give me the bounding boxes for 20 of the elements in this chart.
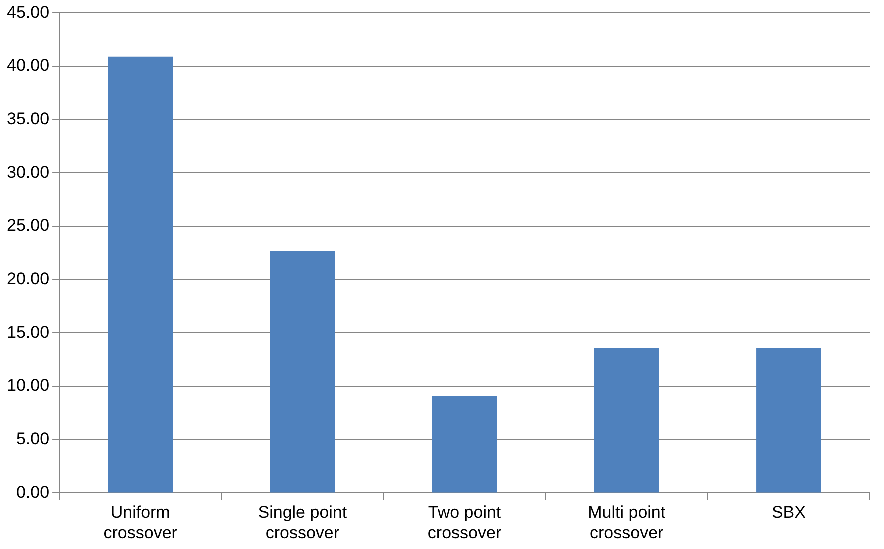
y-tick-label: 10.00 xyxy=(6,376,50,396)
bar xyxy=(594,348,660,493)
y-tick-label: 40.00 xyxy=(6,56,50,76)
bar xyxy=(270,251,336,493)
y-tick-label: 25.00 xyxy=(6,216,50,236)
y-tick-label: 0.00 xyxy=(16,482,50,502)
y-tick-label: 15.00 xyxy=(6,322,50,342)
x-tick-label: Single point crossover xyxy=(258,503,348,542)
y-tick-label: 35.00 xyxy=(6,110,50,129)
x-tick-label: Uniform crossover xyxy=(104,503,178,542)
y-tick-label: 20.00 xyxy=(6,270,50,289)
y-tick-label: 5.00 xyxy=(16,430,50,449)
x-tick-label: Two point crossover xyxy=(428,503,502,542)
bar xyxy=(108,56,174,493)
y-tick-label: 30.00 xyxy=(6,162,50,182)
x-tick-label: SBX xyxy=(772,503,806,522)
bar xyxy=(432,396,498,493)
y-tick-label: 45.00 xyxy=(6,2,50,22)
bar xyxy=(756,348,822,493)
x-tick-label: Multi point crossover xyxy=(588,503,666,542)
